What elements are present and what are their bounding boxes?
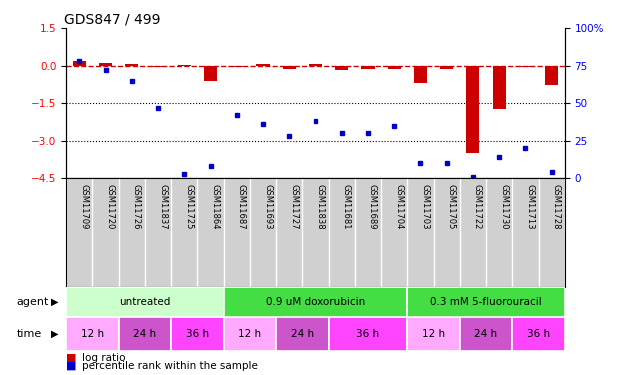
Bar bbox=[126, 64, 138, 66]
Bar bbox=[440, 66, 453, 69]
Text: untreated: untreated bbox=[119, 297, 170, 307]
Text: GSM11693: GSM11693 bbox=[263, 184, 272, 229]
Text: GSM11726: GSM11726 bbox=[132, 184, 141, 229]
Bar bbox=[73, 61, 86, 66]
Text: 36 h: 36 h bbox=[357, 329, 379, 339]
Bar bbox=[182, 172, 186, 176]
Bar bbox=[408, 287, 565, 317]
Bar bbox=[418, 161, 422, 165]
Text: 24 h: 24 h bbox=[475, 329, 498, 339]
Bar bbox=[497, 155, 501, 159]
Text: GSM11722: GSM11722 bbox=[473, 184, 482, 229]
Bar bbox=[314, 119, 317, 123]
Bar bbox=[339, 131, 344, 135]
Text: log ratio: log ratio bbox=[82, 353, 126, 363]
Bar bbox=[209, 164, 213, 168]
Text: 24 h: 24 h bbox=[291, 329, 314, 339]
Bar bbox=[445, 161, 449, 165]
Text: time: time bbox=[16, 329, 42, 339]
Bar bbox=[466, 66, 480, 153]
Bar bbox=[512, 317, 565, 351]
Text: GSM11725: GSM11725 bbox=[184, 184, 193, 229]
Bar bbox=[103, 68, 107, 72]
Bar bbox=[204, 66, 217, 81]
Text: 12 h: 12 h bbox=[81, 329, 104, 339]
Bar bbox=[524, 146, 528, 150]
Bar bbox=[309, 64, 322, 66]
Text: ▶: ▶ bbox=[50, 329, 58, 339]
Bar bbox=[230, 66, 244, 67]
Bar bbox=[287, 134, 292, 138]
Bar bbox=[335, 66, 348, 70]
Text: GSM11689: GSM11689 bbox=[368, 184, 377, 229]
Bar bbox=[223, 287, 408, 317]
Text: ▶: ▶ bbox=[50, 297, 58, 307]
Text: 24 h: 24 h bbox=[133, 329, 156, 339]
Text: GSM11681: GSM11681 bbox=[342, 184, 351, 229]
Bar bbox=[119, 317, 171, 351]
Bar bbox=[99, 63, 112, 66]
Bar bbox=[66, 317, 119, 351]
Bar bbox=[329, 317, 408, 351]
Bar bbox=[471, 175, 475, 178]
Text: GSM11837: GSM11837 bbox=[158, 184, 167, 229]
Bar bbox=[550, 170, 553, 174]
Text: 12 h: 12 h bbox=[239, 329, 261, 339]
Bar bbox=[66, 287, 223, 317]
Bar bbox=[414, 66, 427, 82]
Text: agent: agent bbox=[16, 297, 49, 307]
Bar bbox=[223, 317, 276, 351]
Bar bbox=[366, 131, 370, 135]
Bar bbox=[283, 66, 296, 69]
Text: GSM11705: GSM11705 bbox=[447, 184, 456, 229]
Text: GSM11838: GSM11838 bbox=[316, 184, 324, 229]
Text: ■: ■ bbox=[66, 361, 77, 370]
Text: 36 h: 36 h bbox=[186, 329, 209, 339]
Text: GSM11730: GSM11730 bbox=[499, 184, 508, 229]
Bar bbox=[460, 317, 512, 351]
Text: ■: ■ bbox=[66, 353, 77, 363]
Text: GSM11704: GSM11704 bbox=[394, 184, 403, 229]
Bar bbox=[392, 124, 396, 128]
Text: GSM11720: GSM11720 bbox=[105, 184, 115, 229]
Bar bbox=[256, 64, 269, 66]
Bar bbox=[362, 66, 375, 69]
Bar bbox=[261, 122, 265, 126]
Bar bbox=[151, 66, 165, 67]
Bar bbox=[408, 317, 460, 351]
Bar bbox=[171, 317, 223, 351]
Text: 12 h: 12 h bbox=[422, 329, 445, 339]
Text: GSM11703: GSM11703 bbox=[420, 184, 430, 229]
Text: GDS847 / 499: GDS847 / 499 bbox=[64, 13, 160, 27]
Text: 0.3 mM 5-fluorouracil: 0.3 mM 5-fluorouracil bbox=[430, 297, 542, 307]
Bar bbox=[235, 113, 239, 117]
Text: 0.9 uM doxorubicin: 0.9 uM doxorubicin bbox=[266, 297, 365, 307]
Text: 36 h: 36 h bbox=[527, 329, 550, 339]
Text: GSM11687: GSM11687 bbox=[237, 184, 246, 229]
Text: GSM11864: GSM11864 bbox=[211, 184, 220, 229]
Bar bbox=[78, 59, 81, 63]
Bar bbox=[545, 66, 558, 85]
Text: GSM11713: GSM11713 bbox=[526, 184, 534, 229]
Bar bbox=[130, 79, 134, 82]
Text: GSM11709: GSM11709 bbox=[80, 184, 88, 229]
Bar bbox=[387, 66, 401, 69]
Text: GSM11727: GSM11727 bbox=[289, 184, 298, 229]
Bar bbox=[519, 66, 532, 67]
Bar bbox=[493, 66, 505, 110]
Text: GSM11728: GSM11728 bbox=[551, 184, 560, 229]
Bar bbox=[276, 317, 329, 351]
Bar bbox=[156, 106, 160, 109]
Text: percentile rank within the sample: percentile rank within the sample bbox=[82, 361, 258, 370]
